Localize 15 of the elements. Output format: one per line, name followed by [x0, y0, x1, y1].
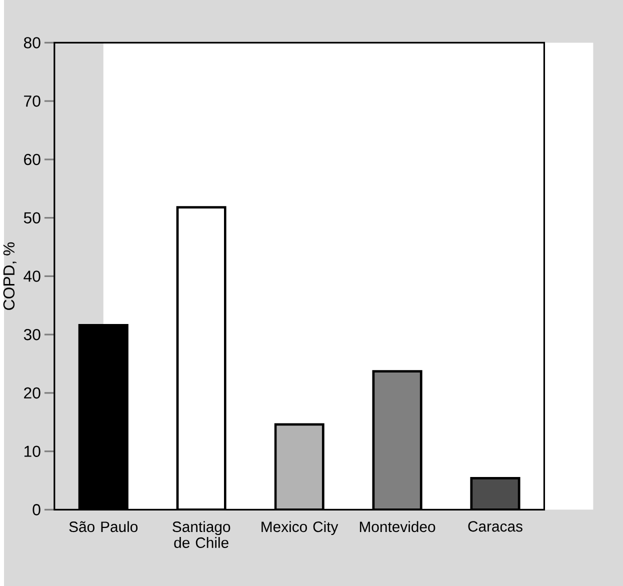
y-tick-label: 30 — [24, 328, 40, 340]
y-tick-label: 20 — [24, 387, 40, 398]
x-tick-label: São Paulo — [69, 521, 138, 532]
y-tick-label: 80 — [24, 37, 40, 48]
y-axis-title: COPD, % — [3, 242, 16, 310]
x-tick-label: Montevideo — [360, 521, 436, 532]
y-tick-label: 50 — [24, 212, 40, 224]
y-tick-label: 0 — [32, 504, 40, 516]
y-tick-label: 10 — [24, 446, 40, 457]
x-tick-label: Santiago de Chile — [172, 521, 230, 548]
y-tick-label: 40 — [24, 270, 40, 282]
x-tick-label: Mexico City — [262, 521, 338, 535]
x-tick-label: Caracas — [468, 521, 522, 532]
y-tick-label: 70 — [24, 95, 40, 107]
y-tick-label: 60 — [24, 154, 40, 165]
